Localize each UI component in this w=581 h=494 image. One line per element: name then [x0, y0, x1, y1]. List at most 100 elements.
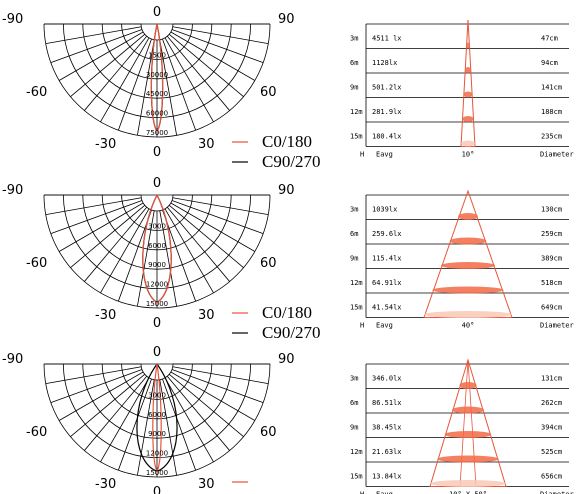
- legend-c90-label: C90/270: [262, 323, 321, 342]
- polar-spoke: [159, 210, 178, 307]
- angle-label-right90: 90: [278, 12, 295, 27]
- angle-label-left30: -30: [95, 308, 116, 323]
- row-diameter: 518cm: [541, 279, 562, 287]
- beam-ellipse: [441, 262, 495, 269]
- ring-label: 45000: [146, 90, 168, 98]
- angle-label-bottom: 0: [153, 485, 161, 494]
- angle-label-left60: -60: [26, 256, 47, 271]
- angle-label-right90: 90: [278, 183, 295, 198]
- beam-ellipse: [432, 286, 504, 294]
- polar-spoke: [172, 366, 269, 385]
- polar-diagram: 3000 6000 9000 12000 15000 0 -90 90 -60 60 -30 30 0: [2, 176, 295, 331]
- beam-table: 3m 4511 lx 47cm 6m 1128lx 94cm 9m 501.2lx 141cm 1…: [350, 19, 574, 159]
- polar-ring: [101, 23, 213, 80]
- angle-label-bottom: 0: [153, 145, 161, 160]
- diameter-label: Diameter: [540, 151, 574, 159]
- ring-label: 6000: [148, 411, 166, 419]
- polar-spoke: [170, 202, 256, 252]
- ring-label: 9000: [148, 430, 166, 438]
- polar-spoke: [164, 208, 214, 294]
- beam-ellipse: [430, 480, 506, 487]
- polar-spoke: [136, 379, 155, 476]
- c0-curve: [142, 194, 172, 304]
- row-distance: 3m: [350, 375, 358, 383]
- row-lux: 1039lx: [372, 206, 397, 214]
- angle-label-left90: -90: [2, 352, 23, 367]
- legend-c0-label: C0/180: [262, 132, 312, 151]
- beam-ellipse: [444, 431, 492, 438]
- polar-spoke: [171, 369, 264, 404]
- beam-ellipse: [466, 42, 470, 49]
- polar-spoke: [172, 197, 269, 216]
- row-distance: 15m: [350, 473, 363, 481]
- beam-ellipse: [424, 311, 512, 318]
- polar-spoke: [162, 378, 197, 471]
- polar-spoke: [170, 371, 256, 421]
- row-distance: 6m: [350, 59, 358, 67]
- angle-label-right60: 60: [260, 256, 277, 271]
- row-lux: 180.4lx: [372, 133, 402, 141]
- angle-label-right30: 30: [198, 477, 215, 492]
- angle-label-left90: -90: [2, 12, 23, 27]
- row-distance: 15m: [350, 304, 363, 312]
- angle-label-left30: -30: [95, 137, 116, 152]
- angle-label-top: 0: [153, 176, 161, 191]
- angle-label-right60: 60: [260, 85, 277, 100]
- polar-ring: [101, 194, 213, 251]
- polar-inner-ring: [140, 194, 174, 212]
- beam-ellipse: [462, 116, 474, 122]
- h-label: H: [360, 322, 364, 330]
- eavg-label: Eavg: [376, 151, 393, 159]
- polar-ring: [43, 23, 271, 138]
- ring-label: 15000: [146, 300, 168, 308]
- row-lux: 281.9lx: [372, 108, 402, 116]
- h-label: H: [360, 151, 364, 159]
- polar-spoke: [50, 29, 143, 64]
- polar-spoke: [70, 33, 146, 97]
- row-diameter: 47cm: [541, 35, 558, 43]
- row-distance: 9m: [350, 424, 358, 432]
- h-label: H: [360, 491, 364, 494]
- row-lux: 501.2lx: [372, 84, 402, 92]
- row-diameter: 259cm: [541, 230, 562, 238]
- polar-spoke: [84, 35, 148, 111]
- ring-label: 75000: [146, 129, 168, 137]
- row-lux: 21.63lx: [372, 448, 402, 456]
- polar-spoke: [117, 38, 152, 131]
- polar-spoke: [117, 378, 152, 471]
- polar-spoke: [58, 31, 144, 81]
- beam-table: 3m 1039lx 130cm 6m 259.6lx 259cm 9m 115.4lx 389c…: [350, 189, 574, 330]
- beam-ellipse: [461, 140, 475, 147]
- polar-spoke: [166, 375, 230, 451]
- row-distance: 3m: [350, 206, 358, 214]
- polar-spoke: [45, 26, 142, 45]
- polar-spoke: [50, 200, 143, 235]
- polar-spoke: [45, 366, 142, 385]
- polar-ring: [121, 23, 193, 60]
- polar-ring: [101, 363, 213, 420]
- eavg-label: Eavg: [376, 491, 393, 494]
- beam-ellipse: [437, 455, 499, 463]
- diameter-label: Diameter: [540, 322, 574, 330]
- row-lux: 38.45lx: [372, 424, 402, 432]
- row-lux: 41.54lx: [372, 304, 402, 312]
- row-diameter: 188cm: [541, 108, 562, 116]
- ring-label: 60000: [146, 110, 168, 118]
- polar-ring: [121, 194, 193, 231]
- polar-spoke: [159, 39, 178, 136]
- polar-spoke: [168, 204, 244, 268]
- ring-label: 15000: [146, 469, 168, 477]
- polar-ring: [63, 194, 251, 289]
- beam-cone: [460, 19, 476, 147]
- angle-label: 10° X 50°: [449, 491, 487, 494]
- c0-curve: [152, 363, 162, 473]
- beam-cone: [429, 358, 507, 487]
- polar-inner-ring: [140, 363, 174, 381]
- polar-spoke: [58, 202, 144, 252]
- row-diameter: 131cm: [541, 375, 562, 383]
- row-diameter: 235cm: [541, 133, 562, 141]
- row-lux: 259.6lx: [372, 230, 402, 238]
